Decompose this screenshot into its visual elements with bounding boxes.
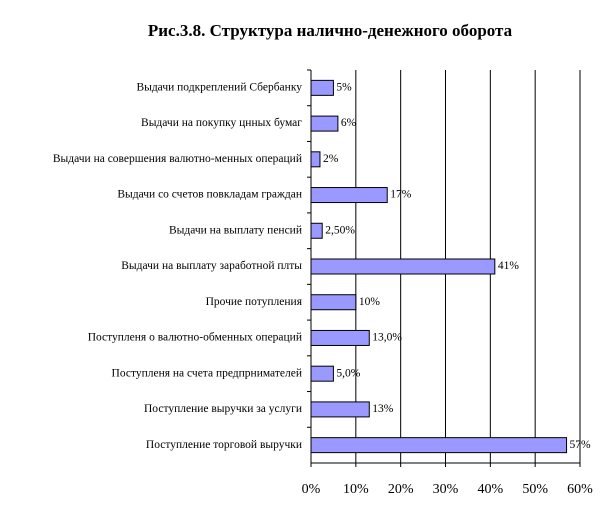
y-tick-label: Поступленя о валютно-обменных операций — [88, 332, 302, 344]
y-tick-label: Прочие потупления — [206, 296, 303, 308]
y-tick-label: Выдачи на совершения валютно-менных опер… — [53, 153, 302, 165]
bar — [310, 115, 339, 132]
y-tick-label: Выдачи на выплату пенсий — [169, 224, 302, 236]
x-tick-label: 60% — [567, 482, 593, 497]
y-tick-label: Поступление выручки за услуги — [144, 403, 302, 415]
y-tick-label: Выдачи на выплату заработной плты — [121, 260, 302, 272]
bar — [310, 151, 321, 168]
x-tick-label: 50% — [522, 482, 548, 497]
x-tick-label: 0% — [302, 482, 321, 497]
x-tick-label: 20% — [388, 482, 414, 497]
bar — [310, 401, 370, 418]
value-label: 10% — [359, 296, 381, 308]
bar — [310, 437, 568, 454]
bar — [310, 365, 334, 382]
value-label: 5% — [336, 82, 352, 94]
value-label: 2,50% — [325, 224, 355, 236]
value-label: 13,0% — [372, 332, 402, 344]
bar — [310, 294, 357, 311]
bar — [310, 79, 334, 96]
chart-title: Рис.3.8. Структура налично-денежного обо… — [148, 21, 513, 40]
value-label: 6% — [341, 117, 357, 129]
value-label: 41% — [498, 260, 519, 272]
bar — [310, 329, 370, 346]
y-tick-label: Выдачи на покупку цнных бумаг — [141, 117, 302, 129]
y-tick-label: Выдачи подкреплений Сбербанку — [136, 82, 302, 94]
bar — [310, 222, 323, 239]
x-tick-label: 10% — [343, 482, 369, 497]
y-tick-label: Выдачи со счетов повкладам граждан — [117, 189, 302, 201]
value-label: 13% — [372, 403, 394, 415]
y-tick-label: Поступленя на счета предпрнимателей — [112, 367, 302, 379]
x-tick-label: 30% — [433, 482, 459, 497]
x-tick-label: 40% — [477, 482, 503, 497]
value-label: 2% — [323, 153, 339, 165]
y-tick-label: Поступление торговой выручки — [146, 439, 302, 451]
value-label: 57% — [570, 439, 592, 451]
value-label: 5,0% — [336, 367, 360, 379]
value-label: 17% — [390, 189, 412, 201]
bar — [310, 258, 496, 275]
bar — [310, 187, 388, 204]
